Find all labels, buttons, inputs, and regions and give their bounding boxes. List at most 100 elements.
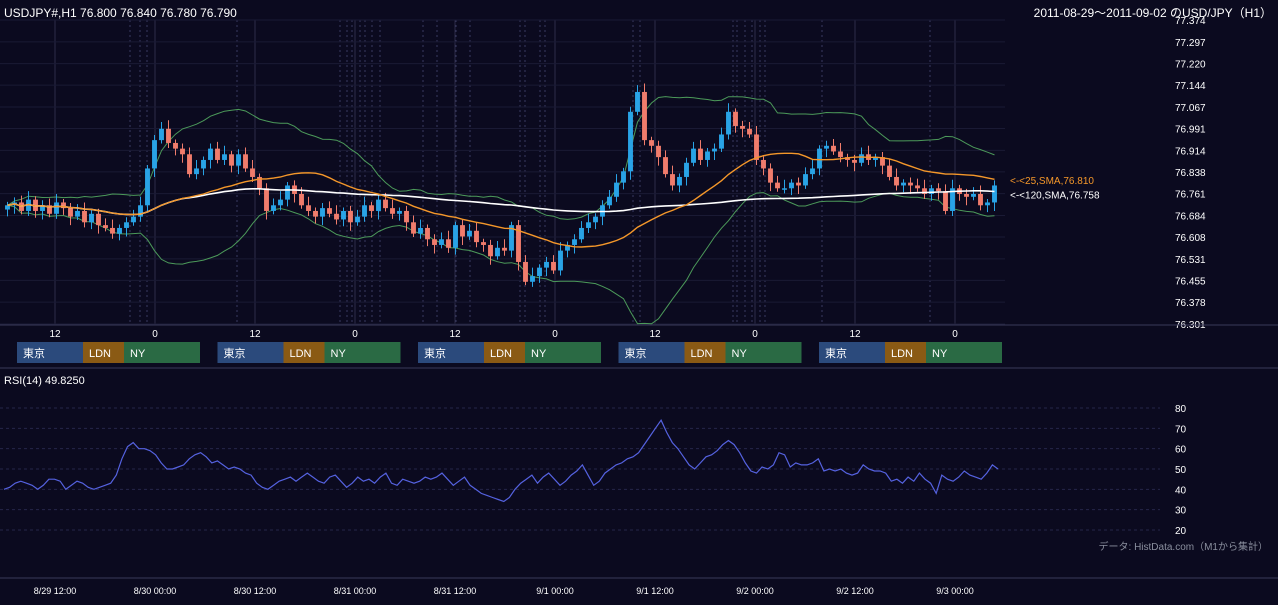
- candle-body: [222, 154, 227, 160]
- session-label: 東京: [825, 346, 847, 360]
- time-axis-label: 9/2 00:00: [736, 586, 774, 596]
- candle-body: [355, 216, 360, 223]
- candle-body: [817, 148, 822, 169]
- candle-body: [383, 199, 388, 209]
- candle-body: [649, 140, 654, 146]
- session-label: NY: [732, 348, 748, 360]
- candle-body: [929, 188, 934, 194]
- candle-body: [705, 151, 710, 160]
- session-label: NY: [331, 348, 347, 360]
- moving-average-layer: <-<25,SMA,76.810 <-<120,SMA,76.758: [7, 152, 1100, 248]
- rsi-tick-label: 60: [1175, 445, 1187, 456]
- candle-body: [656, 145, 661, 158]
- candle-body: [117, 227, 122, 234]
- candle-body: [691, 148, 696, 163]
- candle-body: [978, 193, 983, 206]
- candle-body: [68, 208, 73, 217]
- candle-body: [943, 191, 948, 211]
- candle-body: [425, 227, 430, 240]
- candle-body: [110, 227, 115, 234]
- time-axis-label: 9/1 12:00: [636, 586, 674, 596]
- candle-body: [775, 182, 780, 189]
- candle-body: [852, 159, 857, 163]
- candle-body: [880, 157, 885, 166]
- candle-body: [460, 225, 465, 237]
- session-block-london: [684, 342, 726, 363]
- session-block-london: [484, 342, 525, 363]
- candle-body: [75, 210, 80, 217]
- candle-body: [362, 205, 367, 217]
- candle-body: [894, 176, 899, 186]
- bollinger-lower-line: [7, 192, 995, 325]
- session-label: NY: [932, 348, 948, 360]
- rsi-label: RSI(14) 49.8250: [4, 375, 85, 387]
- candle-body: [565, 244, 570, 251]
- candle-layer: [5, 83, 997, 287]
- candle-body: [782, 188, 787, 190]
- candle-body: [229, 154, 234, 166]
- candle-body: [411, 222, 416, 234]
- candle-body: [922, 188, 927, 194]
- candle-body: [838, 151, 843, 158]
- candle-body: [754, 134, 759, 160]
- candle-body: [670, 174, 675, 186]
- rsi-tick-label: 30: [1175, 506, 1187, 517]
- candle-body: [54, 202, 59, 214]
- session-label: NY: [531, 348, 547, 360]
- candle-body: [824, 145, 829, 149]
- session-bar-layer: 東京 LDN NY 東京 LDN NY 東京 LDN NY 東京 LDN NY 東京 LDN NY: [0, 342, 1278, 369]
- session-label: LDN: [290, 348, 312, 360]
- bollinger-upper-line: [7, 96, 995, 220]
- candle-body: [964, 193, 969, 197]
- session-block-newyork: [525, 342, 601, 363]
- session-label: LDN: [89, 348, 111, 360]
- candle-body: [523, 261, 528, 282]
- candle-body: [264, 188, 269, 211]
- candle-body: [586, 222, 591, 228]
- session-tick-label: 12: [849, 329, 861, 340]
- candle-body: [89, 213, 94, 223]
- candle-body: [845, 157, 850, 160]
- candle-body: [684, 162, 689, 177]
- axis-layer: 12 0 12 0 12 0 12 0 12 0 77.374 77.297 77.220 77.144 7…: [0, 16, 1278, 340]
- candle-body: [803, 174, 808, 186]
- candle-body: [628, 111, 633, 172]
- candle-body: [201, 159, 206, 169]
- candle-body: [215, 148, 220, 160]
- session-label: 東京: [23, 346, 45, 360]
- candle-body: [985, 202, 990, 206]
- candle-body: [334, 213, 339, 220]
- candle-body: [208, 148, 213, 160]
- candle-body: [250, 168, 255, 177]
- candle-body: [614, 182, 619, 197]
- session-block-tokyo: [17, 342, 83, 363]
- candle-body: [404, 210, 409, 223]
- session-block-tokyo: [618, 342, 685, 363]
- candle-body: [516, 225, 521, 262]
- candle-body: [558, 250, 563, 271]
- candle-body: [481, 242, 486, 245]
- session-block-newyork: [124, 342, 200, 363]
- candle-body: [761, 159, 766, 169]
- candle-body: [397, 210, 402, 214]
- candle-body: [299, 193, 304, 206]
- price-tick-label: 77.374: [1175, 16, 1206, 27]
- candle-body: [747, 128, 752, 135]
- price-tick-label: 77.067: [1175, 103, 1206, 114]
- session-tick-label: 0: [352, 329, 358, 340]
- candle-body: [810, 168, 815, 175]
- candle-body: [642, 91, 647, 141]
- session-block-tokyo: [217, 342, 284, 363]
- candle-body: [376, 199, 381, 211]
- candle-body: [915, 185, 920, 189]
- time-axis-label: 8/31 12:00: [434, 586, 477, 596]
- candle-body: [320, 208, 325, 217]
- session-tick-label: 0: [752, 329, 758, 340]
- candle-body: [180, 148, 185, 155]
- candle-body: [635, 91, 640, 112]
- candle-body: [740, 125, 745, 129]
- candle-body: [285, 185, 290, 200]
- candle-body: [341, 210, 346, 220]
- rsi-tick-label: 50: [1175, 465, 1187, 476]
- candle-body: [663, 157, 668, 175]
